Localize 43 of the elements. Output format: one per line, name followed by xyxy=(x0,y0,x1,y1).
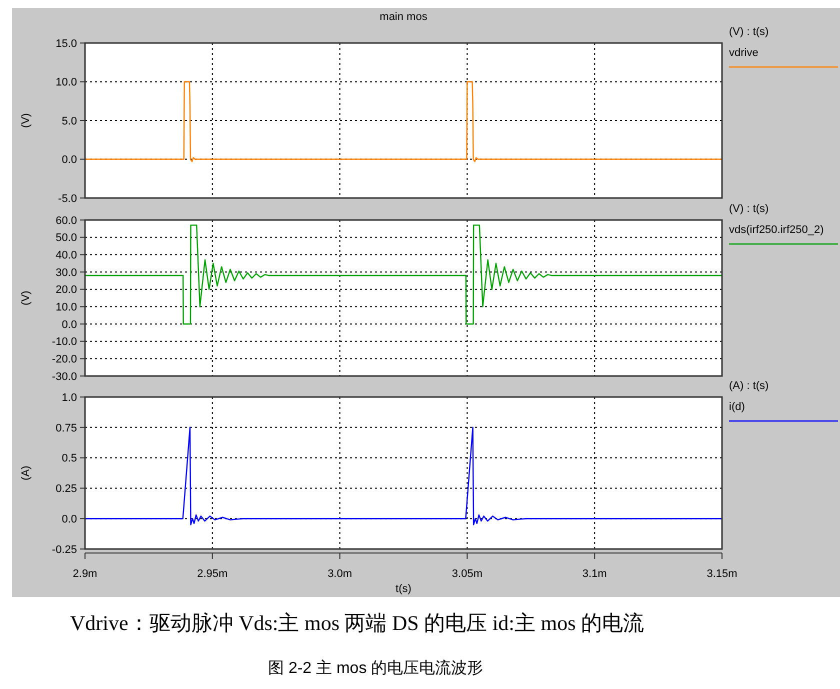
y-tick-label: 50.0 xyxy=(56,232,77,244)
y-tick-label: 30.0 xyxy=(56,266,77,279)
y-tick-label: -0.25 xyxy=(52,544,77,556)
y-axis-title: (A) xyxy=(20,466,32,480)
line-series xyxy=(84,426,723,526)
line-series xyxy=(84,81,723,162)
y-tick-label: 0.5 xyxy=(62,452,77,465)
x-tick-label: 2.95m xyxy=(197,568,228,580)
text: Vdrive：驱动脉冲 Vds:主 mos 两端 DS 的电压 id:主 mos 的电流 xyxy=(70,611,644,635)
x-tick-label: 3.1m xyxy=(582,568,607,580)
legend-title: (V) : t(s) xyxy=(729,203,769,215)
y-tick-label: 5.0 xyxy=(62,115,77,128)
chart-title: main mos xyxy=(380,11,428,23)
y-tick-label: 0.25 xyxy=(56,483,77,496)
text: i(d) xyxy=(729,401,745,413)
y-tick-label: 10.0 xyxy=(56,76,77,89)
y-tick-label: 0.0 xyxy=(62,513,77,526)
x-tick-label: 3.05m xyxy=(452,568,482,580)
x-tick-label: 2.9m xyxy=(72,568,98,580)
x-tick-label: 3.0m xyxy=(328,568,352,580)
y-tick-label: 20.0 xyxy=(56,284,77,296)
y-tick-label: 60.0 xyxy=(56,214,77,227)
y-axis-title: (V) xyxy=(20,113,32,128)
y-tick-label: 40.0 xyxy=(56,250,77,262)
caption: 图 2-2 主 mos 的电压电流波形 xyxy=(268,659,484,677)
text: vds(irf250.irf250_2) xyxy=(729,224,824,236)
line-series xyxy=(84,224,723,325)
legend-title: (A) : t(s) xyxy=(729,380,769,392)
y-tick-label: 10.0 xyxy=(56,302,77,314)
y-tick-label: 15.0 xyxy=(56,38,77,50)
y-tick-label: -30.0 xyxy=(52,370,77,383)
legend-title: (V) : t(s) xyxy=(729,26,769,38)
y-tick-label: 0.0 xyxy=(62,318,77,331)
y-tick-label: -20.0 xyxy=(52,354,77,366)
y-tick-label: 0.75 xyxy=(56,422,77,434)
x-axis-title: t(s) xyxy=(396,583,412,595)
y-tick-label: -5.0 xyxy=(58,192,77,205)
y-tick-label: 1.0 xyxy=(62,392,77,404)
x-tick-label: 3.15m xyxy=(706,568,738,580)
y-tick-label: -10.0 xyxy=(52,336,77,348)
text: vdrive xyxy=(729,47,758,59)
y-axis-title: (V) xyxy=(20,290,32,306)
y-tick-label: 0.0 xyxy=(62,154,77,166)
